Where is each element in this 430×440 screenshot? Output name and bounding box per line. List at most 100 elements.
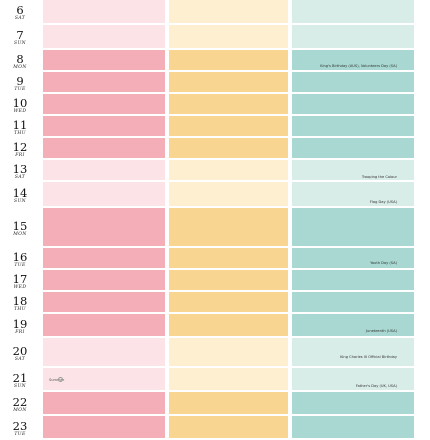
yellow-column-cell[interactable] [169, 208, 288, 246]
day-label: 20 SAT [0, 338, 40, 368]
yellow-column-cell[interactable] [169, 72, 288, 92]
day-of-week: SAT [14, 356, 26, 362]
yellow-column-cell[interactable] [169, 314, 288, 336]
pink-column-cell[interactable] [43, 160, 165, 180]
yellow-column-cell[interactable] [169, 182, 288, 206]
yellow-column-cell[interactable] [169, 338, 288, 366]
teal-column-cell[interactable] [292, 25, 414, 48]
day-number: 22 [12, 394, 28, 409]
day-number: 14 [12, 185, 28, 200]
pink-column-cell[interactable] [43, 208, 165, 246]
day-row: 15 MON [0, 208, 430, 248]
yellow-column-cell[interactable] [169, 50, 288, 70]
day-number: 15 [12, 218, 28, 233]
day-row: 13 SAT Trooping the Colour [0, 160, 430, 182]
teal-column-cell[interactable] [292, 50, 414, 70]
day-label: 10 WED [0, 94, 40, 116]
teal-column-cell[interactable] [292, 208, 414, 246]
yellow-column-cell[interactable] [169, 392, 288, 414]
pink-column-cell[interactable] [43, 248, 165, 268]
yellow-column-cell[interactable] [169, 94, 288, 114]
yellow-column-cell[interactable] [169, 368, 288, 390]
day-row: 18 THU [0, 292, 430, 314]
teal-column-cell[interactable] [292, 392, 414, 414]
day-row: 20 SAT King Charles III Official Birthday [0, 338, 430, 368]
yellow-column-cell[interactable] [169, 270, 288, 290]
day-number: 23 [12, 418, 28, 433]
teal-column-cell[interactable] [292, 292, 414, 312]
pink-column-cell[interactable] [43, 25, 165, 48]
pink-column-cell[interactable] [43, 94, 165, 114]
day-number: 11 [12, 117, 28, 132]
pink-column-cell[interactable] [43, 270, 165, 290]
teal-column-cell[interactable] [292, 0, 414, 23]
day-label: 6 SAT [0, 0, 40, 25]
pink-column-cell[interactable] [43, 182, 165, 206]
pink-column-cell[interactable] [43, 0, 165, 23]
yellow-column-cell[interactable] [169, 138, 288, 158]
day-number: 20 [12, 343, 28, 358]
day-row: 9 TUE [0, 72, 430, 94]
day-row: 8 MON King's Birthday (AUS), Volunteers Da… [0, 50, 430, 72]
sun-icon [58, 377, 63, 382]
yellow-column-cell[interactable] [169, 292, 288, 312]
pink-column-cell[interactable] [43, 392, 165, 414]
teal-column-cell[interactable] [292, 138, 414, 158]
day-number: 17 [12, 271, 28, 286]
day-row: 14 SUN Flag Day (USA) [0, 182, 430, 208]
yellow-column-cell[interactable] [169, 0, 288, 23]
day-number: 16 [12, 249, 28, 264]
day-number: 12 [12, 139, 28, 154]
day-number: 6 [16, 3, 24, 17]
day-number: 19 [12, 316, 28, 331]
teal-column-cell[interactable] [292, 160, 414, 180]
teal-column-cell[interactable] [292, 368, 414, 390]
yellow-column-cell[interactable] [169, 416, 288, 438]
day-row: 11 THU [0, 116, 430, 138]
pink-column-cell[interactable] [43, 314, 165, 336]
event-label: Trooping the Colour [361, 175, 397, 179]
day-label: 7 SUN [0, 25, 40, 50]
teal-column-cell[interactable] [292, 416, 414, 438]
teal-column-cell[interactable] [292, 248, 414, 268]
pink-column-cell[interactable] [43, 50, 165, 70]
day-of-week: FRI [15, 329, 25, 335]
day-label: 21 SUN [0, 368, 40, 392]
day-of-week: FRI [15, 152, 25, 158]
day-label: 12 FRI [0, 138, 40, 160]
pink-column-cell[interactable] [43, 338, 165, 366]
day-of-week: SUN [13, 383, 26, 389]
teal-column-cell[interactable] [292, 72, 414, 92]
yellow-column-cell[interactable] [169, 248, 288, 268]
teal-column-cell[interactable] [292, 338, 414, 366]
day-label: 11 THU [0, 116, 40, 138]
yellow-column-cell[interactable] [169, 25, 288, 48]
day-row: 16 TUE Youth Day (SA) [0, 248, 430, 270]
day-number: 18 [12, 293, 28, 308]
day-number: 21 [12, 370, 28, 385]
event-label: Youth Day (SA) [370, 261, 397, 265]
day-of-week: SUN [13, 198, 26, 204]
teal-column-cell[interactable] [292, 94, 414, 114]
pink-column-cell[interactable] [43, 292, 165, 312]
note-label: Summer [49, 378, 65, 382]
teal-column-cell[interactable] [292, 270, 414, 290]
day-label: 15 MON [0, 208, 40, 248]
teal-column-cell[interactable] [292, 182, 414, 206]
pink-column-cell[interactable] [43, 368, 165, 390]
day-row: 7 SUN [0, 25, 430, 50]
day-of-week: SUN [13, 41, 26, 46]
pink-column-cell[interactable] [43, 416, 165, 438]
event-label: Juneteenth (USA) [365, 329, 397, 333]
pink-column-cell[interactable] [43, 138, 165, 158]
day-label: 23 TUE [0, 416, 40, 440]
pink-column-cell[interactable] [43, 72, 165, 92]
pink-column-cell[interactable] [43, 116, 165, 136]
teal-column-cell[interactable] [292, 314, 414, 336]
yellow-column-cell[interactable] [169, 160, 288, 180]
teal-column-cell[interactable] [292, 116, 414, 136]
day-of-week: TUE [14, 431, 26, 437]
yellow-column-cell[interactable] [169, 116, 288, 136]
day-number: 8 [16, 51, 24, 66]
